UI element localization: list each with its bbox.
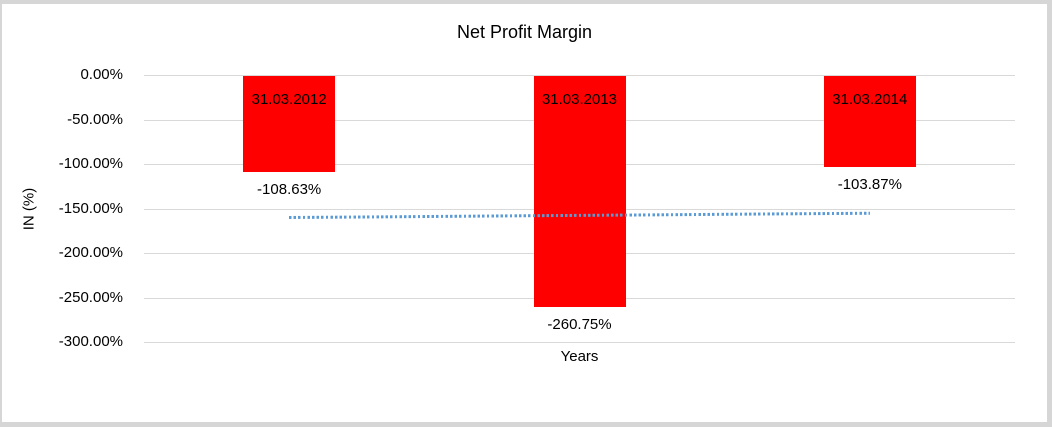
y-axis-tick-label: -100.00% [58,155,123,172]
bar-category-label: 31.03.2012 [251,91,327,108]
bar: 31.03.2013 [533,76,626,308]
bar-value-label: -108.63% [257,180,322,198]
y-axis-tick-label: -250.00% [58,288,123,306]
gridline [144,342,1015,343]
bar-category-label: 31.03.2013 [541,91,618,108]
y-axis-tick-label: 0.00% [80,66,123,83]
chart-title: Net Profit Margin [456,22,593,42]
gridline [144,75,1015,76]
y-axis: 0.00% -50.00% -100.00% -150.00% -200.00% -250… [2,4,123,422]
bar-value-label: -260.75% [547,316,612,334]
bar: 31.03.2014 [823,76,916,168]
y-axis-tick-label: -50.00% [67,110,123,128]
y-axis-tick-label: -200.00% [58,244,123,261]
y-axis-tick-label: -150.00% [58,199,123,217]
bar-value-label: -103.87% [837,176,902,194]
bar-category-label: 31.03.2014 [832,91,908,108]
y-axis-tick-label: -300.00% [58,333,123,350]
x-axis-title: Years [560,348,599,365]
plot-area: 31.03.2012 -108.63% 31.03.2013 -260.75% 31.0… [144,75,1015,343]
bar: 31.03.2012 [243,76,336,172]
